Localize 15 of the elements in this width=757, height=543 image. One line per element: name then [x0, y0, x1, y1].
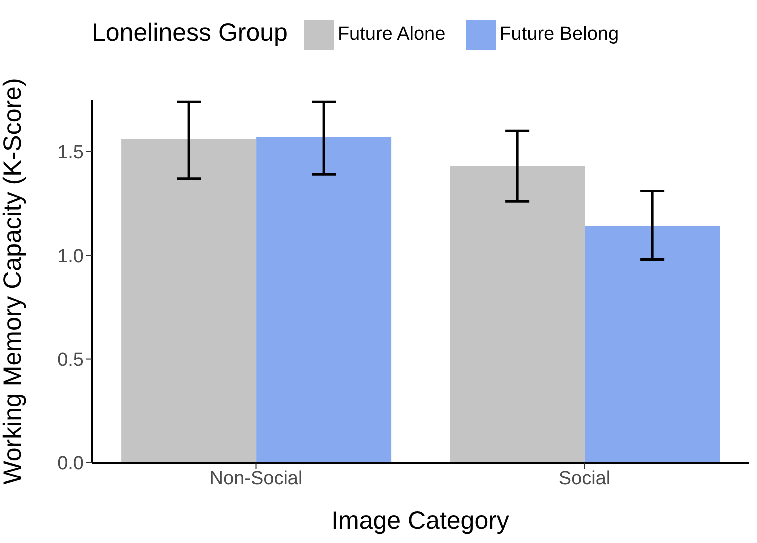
x-tick-label: Social [558, 468, 611, 490]
y-tick-label: 1.0 [58, 246, 84, 268]
y-tick-label: 0.0 [58, 454, 84, 475]
x-tick-label: Non-Social [210, 468, 303, 490]
legend-label: Future Alone [338, 24, 446, 46]
bar [585, 226, 720, 463]
y-tick-label: 0.5 [58, 350, 84, 372]
legend-label: Future Belong [500, 24, 620, 46]
bar [122, 139, 257, 463]
x-axis-title: Image Category [332, 507, 510, 535]
bar [450, 166, 586, 463]
bar [256, 137, 392, 463]
y-axis-title: Working Memory Capacity (K-Score) [0, 78, 27, 485]
y-tick-label: 1.5 [58, 142, 84, 164]
legend-title: Loneliness Group [92, 19, 288, 48]
